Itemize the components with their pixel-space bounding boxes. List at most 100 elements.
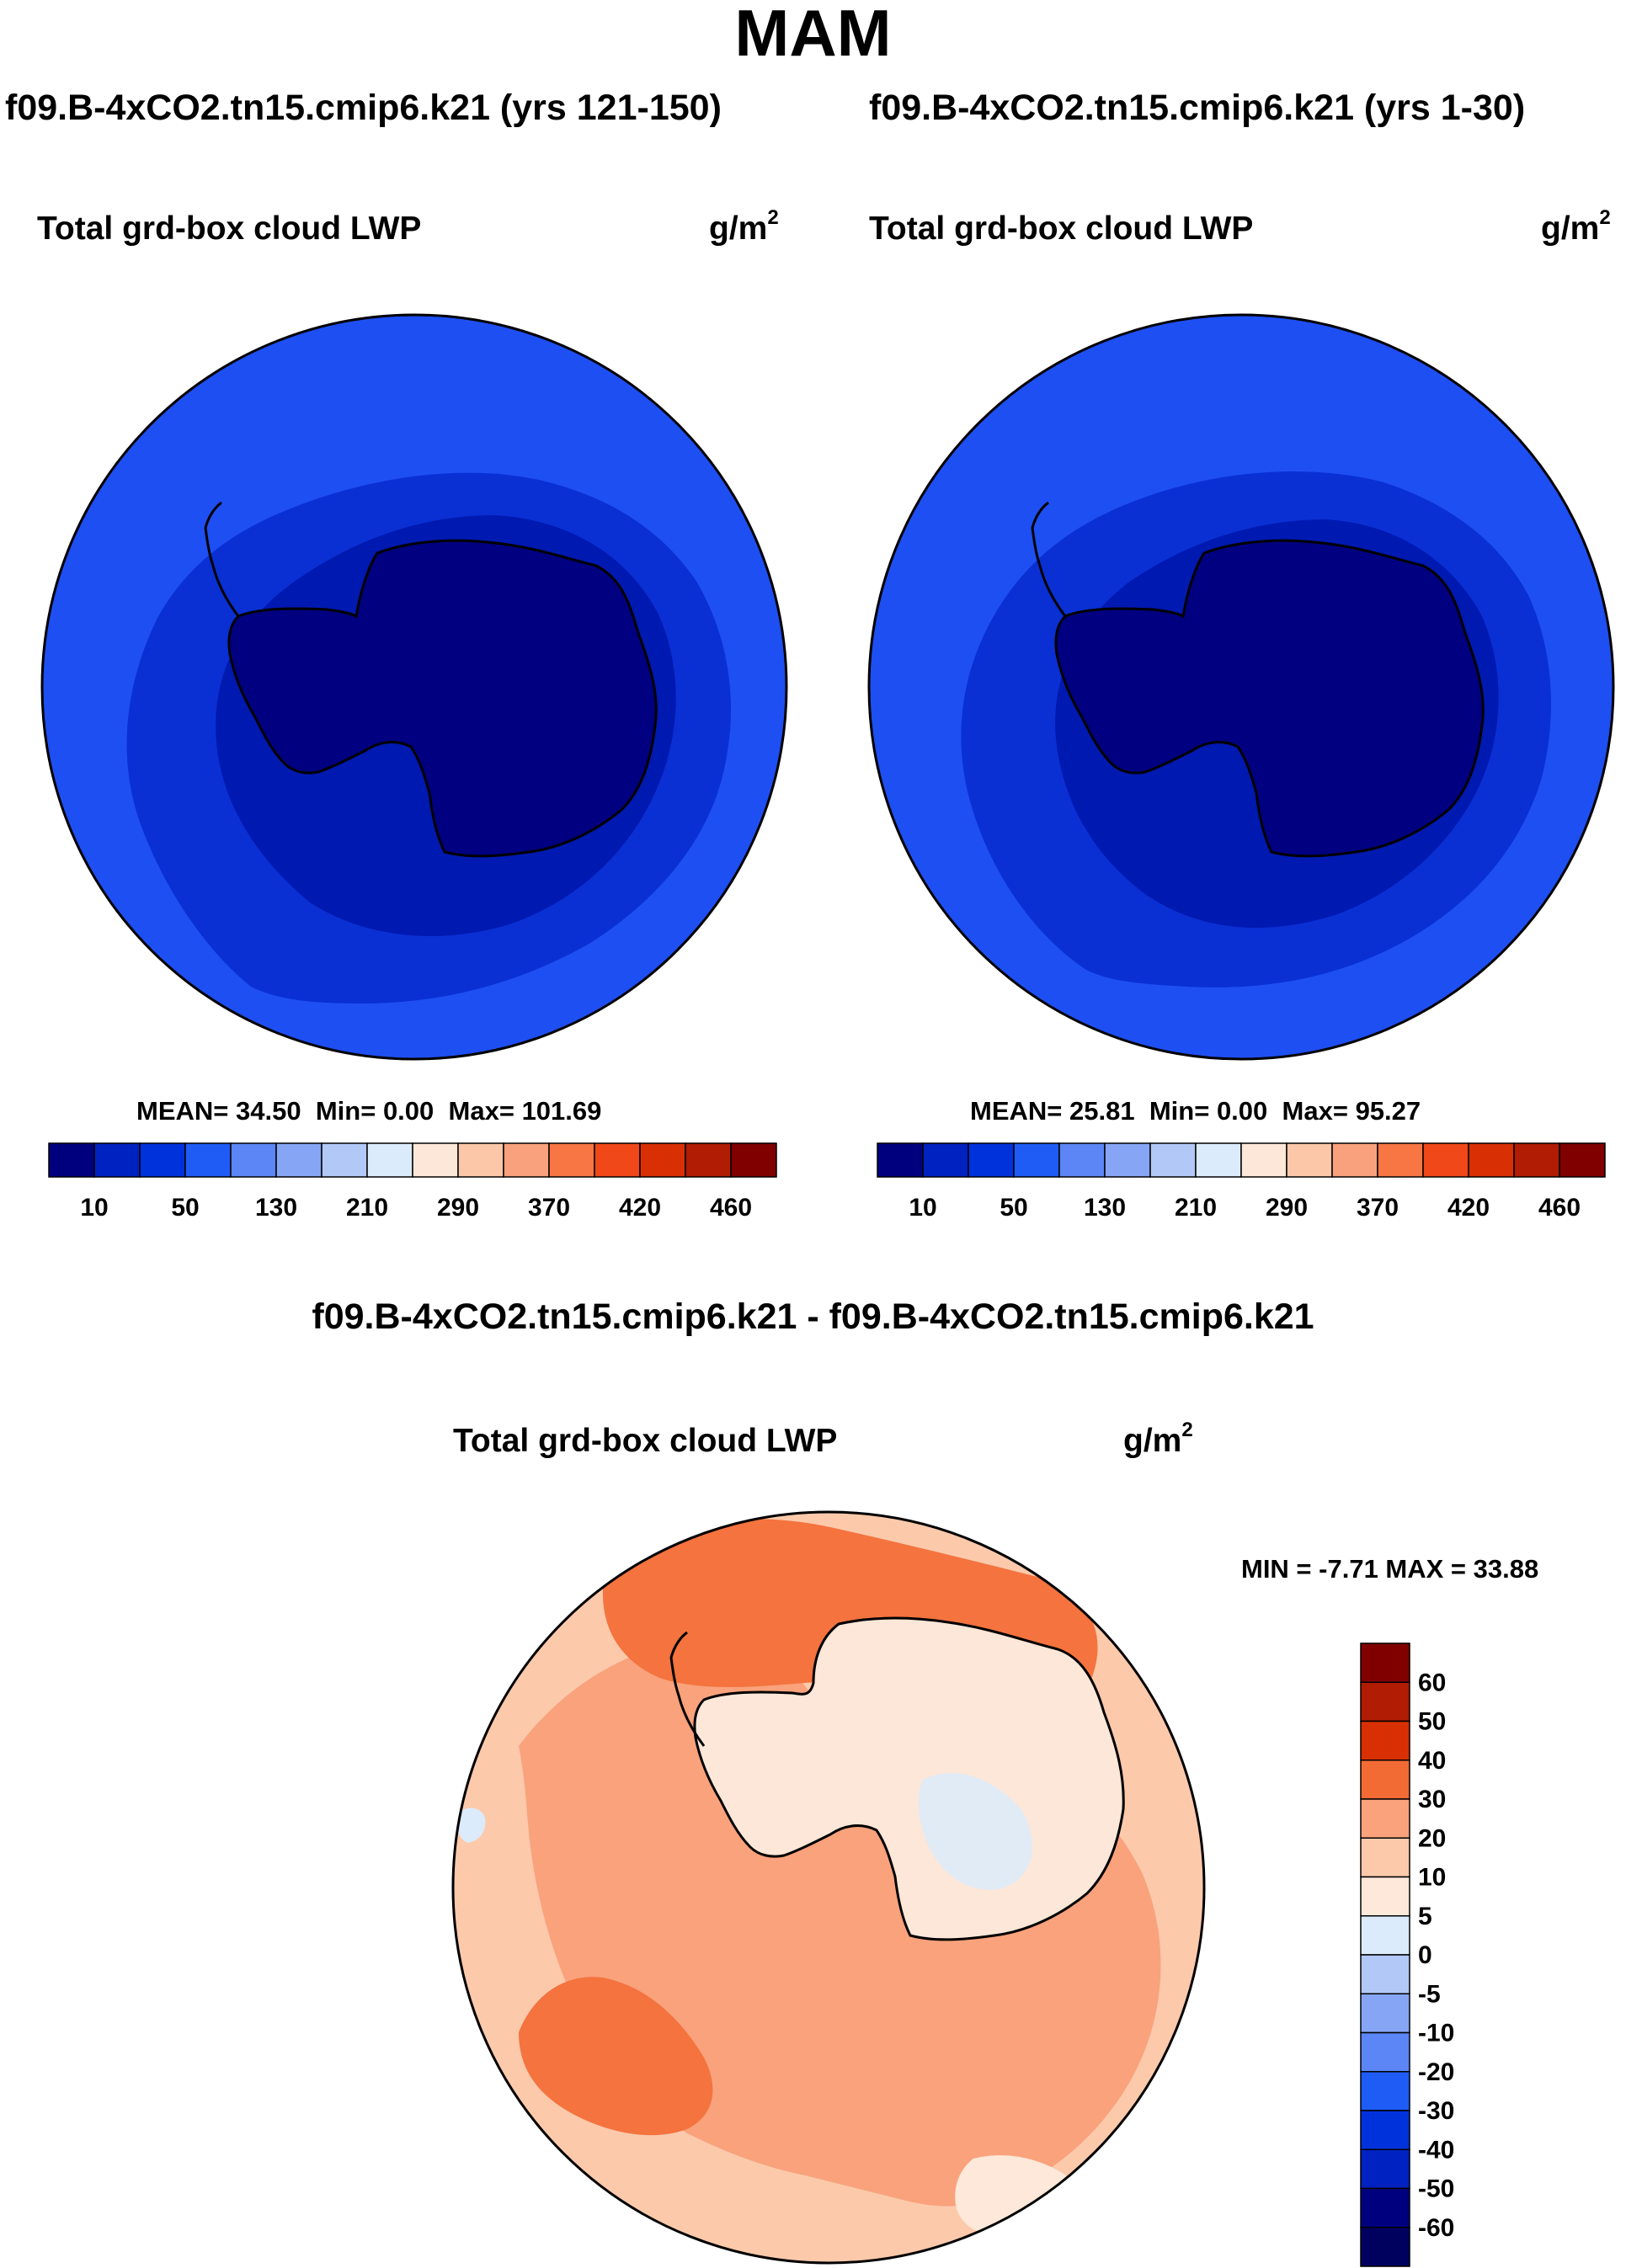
diff-colorbar-tick-label: -40 [1418, 2136, 1454, 2164]
diff-colorbar-swatch [1360, 2071, 1410, 2111]
diff-colorbar-swatch [1360, 1993, 1410, 2034]
left-min-label: Min= [315, 1096, 376, 1126]
right-colorbar-tick-label: 50 [1000, 1194, 1027, 1222]
figure-title: MAM [734, 0, 892, 70]
diff-colorbar-swatch [1360, 1954, 1410, 1994]
diff-colorbar-tick-label: 40 [1418, 1747, 1446, 1775]
left-colorbar-swatch [730, 1142, 777, 1178]
right-units-text: g/m [1541, 210, 1600, 247]
right-colorbar-swatch [1240, 1142, 1287, 1178]
left-colorbar-tick-label: 50 [171, 1194, 199, 1222]
right-units-exp: 2 [1599, 206, 1611, 229]
left-mean-label: MEAN= [136, 1096, 229, 1126]
diff-peninsula [669, 1631, 706, 1747]
left-mean-value: 34.50 [236, 1096, 301, 1126]
right-mean-label: MEAN= [970, 1096, 1063, 1126]
diff-colorbar-tick-label: 20 [1418, 1824, 1446, 1852]
diff-polar-map [451, 1510, 1206, 2265]
diff-colorbar-swatch [1360, 1837, 1410, 1878]
left-colorbar-swatch [93, 1142, 141, 1178]
diff-units-exp: 2 [1181, 1419, 1193, 1441]
right-colorbar: 10 50 130 210 290 370 420 460 [877, 1142, 1606, 1222]
right-polar-map [867, 313, 1615, 1061]
diff-west-negative-patch [456, 1807, 486, 1843]
right-panel-case-title: f09.B-4xCO2.tn15.cmip6.k21 (yrs 1-30) [869, 88, 1526, 128]
left-units-text: g/m [709, 210, 768, 247]
diff-colorbar-swatch [1360, 2031, 1410, 2073]
left-units-exp: 2 [767, 206, 779, 229]
right-variable-label: Total grd-box cloud LWP [869, 210, 1254, 247]
diff-colorbar-tick-label: 50 [1418, 1708, 1446, 1736]
diff-colorbar-swatch [1360, 1915, 1410, 1956]
diff-south-light-patch [955, 2155, 1069, 2238]
right-colorbar-swatch [922, 1142, 969, 1178]
diff-colorbar-swatch [1360, 1760, 1410, 1800]
left-colorbar-tick-label: 10 [80, 1194, 108, 1222]
diff-interior-negative-patch [918, 1773, 1032, 1890]
diff-colorbar-swatch [1360, 2227, 1410, 2267]
left-peninsula [204, 501, 240, 617]
diff-units-text: g/m [1123, 1423, 1182, 1459]
diff-colorbar-tick-label: -60 [1418, 2214, 1454, 2242]
diff-colorbar-swatch [1360, 1876, 1410, 1917]
right-colorbar-swatch [1013, 1142, 1060, 1178]
right-min-label: Min= [1149, 1096, 1210, 1126]
right-mean-value: 25.81 [1069, 1096, 1135, 1126]
right-colorbar-swatch [1149, 1142, 1197, 1178]
left-colorbar-tick-label: 210 [346, 1194, 388, 1222]
diff-colorbar-tick-label: -5 [1418, 1980, 1441, 2008]
left-max-label: Max= [448, 1096, 514, 1126]
right-max-value: 95.27 [1355, 1096, 1421, 1126]
diff-colorbar-swatch [1360, 1642, 1410, 1683]
right-colorbar-swatch [1422, 1142, 1469, 1178]
right-colorbar-swatch [1286, 1142, 1333, 1178]
right-colorbar-tick-label: 210 [1175, 1194, 1217, 1222]
left-map-border [40, 313, 788, 1061]
left-colorbar-swatch [503, 1142, 550, 1178]
left-colorbar-tick-label: 370 [528, 1194, 570, 1222]
right-colorbar-tick-label: 130 [1084, 1194, 1126, 1222]
left-polar-map [40, 313, 788, 1061]
left-colorbar-swatch [639, 1142, 686, 1178]
left-colorbar-swatch [685, 1142, 732, 1178]
diff-colorbar-swatch [1360, 1720, 1410, 1761]
left-colorbar-tick-label: 290 [437, 1194, 479, 1222]
diff-colorbar-tick-label: -50 [1418, 2175, 1454, 2203]
right-colorbar-swatch [877, 1142, 924, 1178]
left-stats: MEAN= 34.50 Min= 0.00 Max= 101.69 [136, 1096, 601, 1126]
right-colorbar-tick-label: 370 [1357, 1194, 1399, 1222]
right-colorbar-swatch [1468, 1142, 1515, 1178]
right-colorbar-swatch [1513, 1142, 1560, 1178]
diff-colorbar-swatch [1360, 1798, 1410, 1839]
left-units-label: g/m2 [709, 208, 779, 248]
right-colorbar-tick-label: 460 [1538, 1194, 1581, 1222]
right-colorbar-swatch [1058, 1142, 1106, 1178]
left-colorbar-swatch [412, 1142, 459, 1178]
right-colorbar-swatch [1104, 1142, 1151, 1178]
right-colorbar-swatch [1195, 1142, 1242, 1178]
diff-variable-label: Total grd-box cloud LWP [453, 1423, 838, 1459]
right-max-label: Max= [1282, 1096, 1348, 1126]
right-colorbar-tick-label: 420 [1447, 1194, 1490, 1222]
left-colorbar-swatch [321, 1142, 368, 1178]
diff-colorbar-tick-label: -10 [1418, 2020, 1454, 2047]
right-colorbar-swatch [1559, 1142, 1606, 1178]
left-colorbar-swatch [594, 1142, 641, 1178]
left-colorbar-swatch [48, 1142, 95, 1178]
diff-colorbar-tick-label: -30 [1418, 2097, 1454, 2125]
right-peninsula [1031, 501, 1067, 617]
diff-southwest-patch [519, 1977, 713, 2136]
right-colorbar-swatch [968, 1142, 1015, 1178]
left-colorbar-swatch [139, 1142, 186, 1178]
diff-units-label: g/m2 [1123, 1420, 1193, 1460]
right-antarctica [1054, 539, 1485, 858]
right-colorbar-tick-label: 10 [909, 1194, 936, 1222]
left-colorbar-tick-label: 130 [255, 1194, 297, 1222]
diff-case-title: f09.B-4xCO2.tn15.cmip6.k21 - f09.B-4xCO2… [312, 1296, 1314, 1337]
diff-colorbar-tick-label: 60 [1418, 1669, 1446, 1696]
diff-colorbar-swatch [1360, 1681, 1410, 1722]
left-colorbar-swatch [366, 1142, 413, 1178]
left-max-value: 101.69 [521, 1096, 602, 1126]
left-colorbar-tick-label: 420 [619, 1194, 661, 1222]
